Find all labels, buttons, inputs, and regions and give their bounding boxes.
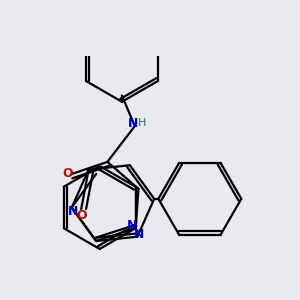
Text: N: N <box>68 205 78 218</box>
Text: N: N <box>128 118 138 130</box>
Text: H: H <box>138 118 147 128</box>
Text: N: N <box>134 227 144 241</box>
Text: O: O <box>62 167 73 180</box>
Text: N: N <box>127 219 137 232</box>
Text: O: O <box>76 209 86 222</box>
